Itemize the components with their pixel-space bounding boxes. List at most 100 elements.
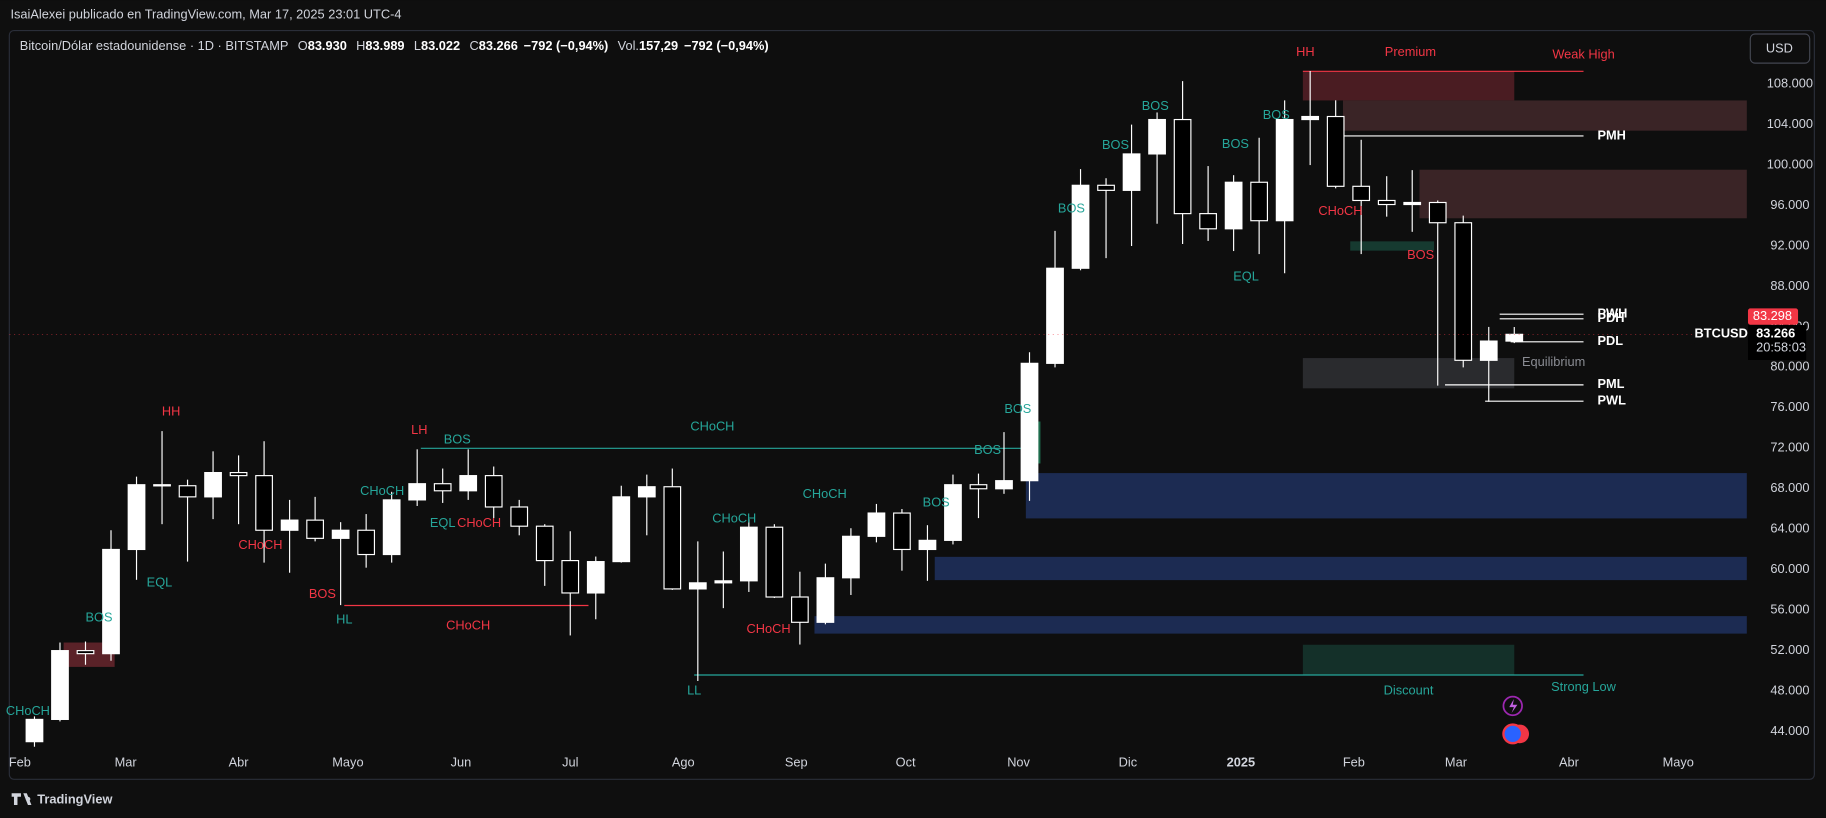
candle-body [357,529,376,556]
lightning-glyph [1509,698,1518,713]
zone [1025,473,1747,519]
candle-body [1479,340,1498,361]
annotation: CHoCH [746,621,790,636]
y-tick-label: 60.000 [1770,561,1809,576]
legend-key: O [298,38,308,53]
candle-body [1173,118,1192,215]
x-tick-label: Jul [562,754,578,769]
x-tick-label: Feb [9,754,31,769]
candle-body [1454,222,1473,361]
candle-body [739,526,758,582]
candle-body [1403,201,1422,206]
x-tick-label: Abr [1559,754,1580,769]
x-tick-label: 2025 [1227,754,1255,769]
candle-body [663,486,682,590]
candle-body [1046,267,1064,364]
legend-value: −792 (−0,94%) [524,38,609,53]
y-tick-label: 80.000 [1770,359,1809,374]
candle-body [1377,199,1396,206]
level-label: PMH [1597,127,1625,142]
candle-body [1020,362,1039,482]
zone [934,556,1747,581]
annotation: BOS [974,442,1001,457]
y-tick-label: 64.000 [1770,521,1809,536]
legend-key: L [414,38,421,53]
candle-body [561,560,580,594]
legend: Bitcoin/Dólar estadounidense · 1D · BITS… [20,38,769,53]
x-tick-label: Sep [785,754,808,769]
annotation: Weak High [1552,46,1614,61]
plot-area: 44.000 48.000 52.000 56.000 60.000 64.000 68.0… [6,44,1813,769]
x-tick-label: Mar [115,754,138,769]
candle-body [1352,185,1371,202]
y-tick-label: 68.000 [1770,480,1809,495]
lightning-icon[interactable] [1502,695,1523,717]
annotation: BOS [1222,136,1249,151]
candle-body [127,484,146,551]
candle-body [280,519,299,531]
flag-icon[interactable] [1502,723,1524,745]
candle-body [178,485,197,498]
annotation: Equilibrium [1522,354,1585,369]
legend-value: −792 (−0,94%) [684,38,769,53]
candle-body [791,596,809,623]
footer-brand: TradingView [37,792,112,807]
y-tick-label: 56.000 [1770,602,1809,617]
x-tick-label: Dic [1119,754,1138,769]
candle-body [1148,118,1166,155]
legend-value: 83.266 [479,38,518,53]
currency-label[interactable]: USD [1766,41,1793,56]
candle-body [688,582,707,590]
annotation: LH [411,422,427,437]
legend-key: C [469,38,478,53]
annotation: CHoCH [6,703,50,718]
candle-body [1097,184,1115,191]
y-tick-label: 76.000 [1770,399,1809,414]
y-tick-label: 52.000 [1770,642,1809,657]
annotation: LL [687,682,701,697]
candle-body [969,484,988,490]
annotation: HH [1296,44,1314,59]
candle-body [510,506,529,527]
y-tick-label: 72.000 [1770,440,1809,455]
candle-body [842,535,860,579]
candle-body [1275,118,1294,222]
legend-value: 157,29 [639,38,678,53]
icons [1502,695,1530,745]
candle-body [1199,213,1217,230]
annotation: BOS [1407,247,1434,262]
publisher: IsaiAlexei publicado en TradingView.com,… [10,7,401,22]
y-tick-label: 92.000 [1770,237,1809,252]
annotation: BOS [1058,200,1085,215]
symbol-price: 83.266 [1756,326,1795,341]
candle-body [102,548,120,655]
candle-body [1505,333,1524,342]
legend-key: Vol. [618,38,639,53]
annotation: BOS [1142,98,1169,113]
annotation: CHoCH [238,537,282,552]
candle-body [433,483,452,492]
x-tick-label: Feb [1343,754,1365,769]
candle-body [944,484,962,541]
legend-value: 83.989 [365,38,404,53]
annotation: CHoCH [690,419,734,434]
candle-body [612,496,631,563]
candle-body [867,512,886,537]
candle-body [1250,181,1269,222]
candle-body [51,650,69,720]
annotation: EQL [430,515,456,530]
annotation: BOS [1004,401,1031,416]
candle-body [255,475,273,531]
annotation: BOS [444,432,471,447]
currency-button[interactable] [1749,33,1811,64]
y-tick-label: 48.000 [1770,682,1809,697]
candle-body [25,718,44,743]
y-tick-label: 104.000 [1767,116,1813,131]
annotation: HL [336,612,352,627]
x-tick-label: Abr [229,754,250,769]
candle-body [1122,153,1141,191]
annotation: EQL [1233,269,1259,284]
zone [1302,644,1515,676]
candle-body [918,539,937,551]
